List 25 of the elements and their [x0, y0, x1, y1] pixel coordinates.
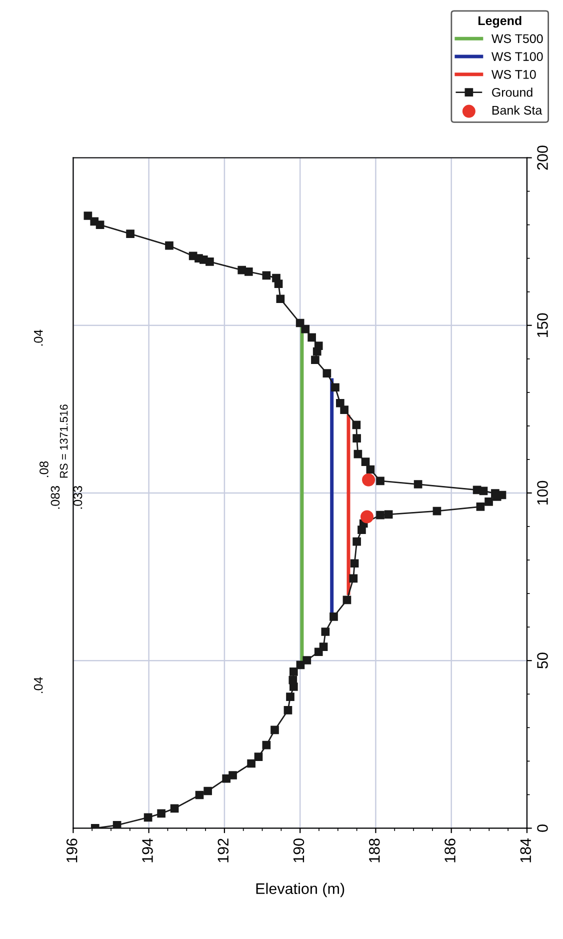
legend-title: Legend	[478, 16, 522, 28]
text: .04	[34, 330, 43, 346]
x-tick-label: 192	[218, 838, 229, 862]
text: .04	[34, 677, 43, 694]
y-tick-label: 50	[537, 652, 548, 668]
y-tick-label: 150	[537, 313, 548, 337]
legend-label: WS T10	[491, 70, 536, 79]
x-tick-label: 194	[142, 838, 153, 862]
x-tick-label: 184	[520, 838, 532, 862]
x-tick-label: 190	[293, 838, 304, 862]
text: .083	[50, 486, 60, 509]
annotation: .033	[73, 486, 82, 509]
x-tick-label: 188	[368, 838, 380, 862]
x-tick-label: 196	[66, 838, 78, 862]
x-tick-label: 186	[444, 838, 456, 862]
y-tick-label: 200	[537, 146, 548, 170]
y-tick-label: 100	[537, 480, 548, 505]
text: .08	[40, 461, 48, 478]
x-axis-title: Elevation (m)	[256, 882, 344, 898]
legend-label: WS T100	[491, 52, 543, 61]
y-tick-label: 0	[537, 824, 548, 832]
legend-label: Bank Sta	[492, 106, 542, 115]
text: RS = 1371.516	[60, 404, 68, 478]
legend-label: WS T500	[491, 34, 543, 44]
legend-label: Ground	[492, 88, 532, 97]
